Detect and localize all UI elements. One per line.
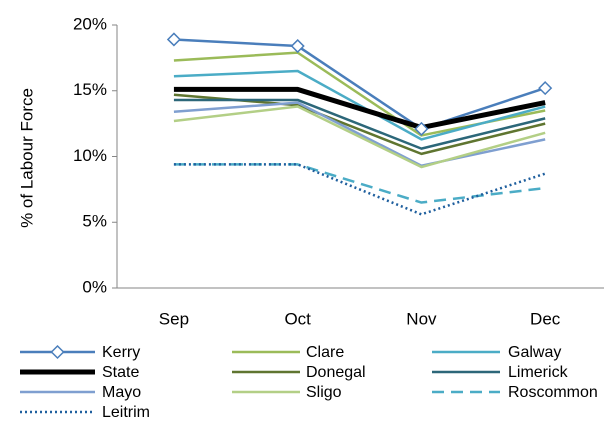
legend-label: Kerry [102, 344, 140, 361]
legend-label: Donegal [306, 364, 366, 381]
y-tick-label: 5% [82, 212, 107, 231]
series-line [173, 86, 546, 131]
series-line [173, 163, 546, 216]
legend-marker [50, 344, 65, 360]
legend-label: Galway [508, 344, 561, 361]
x-tick-label: Dec [530, 309, 561, 328]
y-tick-label: 10% [73, 146, 107, 165]
series-line [173, 69, 546, 141]
legend-label: Roscommon [508, 384, 598, 401]
x-tick-label: Sep [159, 309, 189, 328]
y-tick-label: 15% [73, 80, 107, 99]
data-marker [166, 32, 181, 47]
legend-label: State [102, 364, 139, 381]
y-tick-label: 0% [82, 277, 107, 296]
legend-label: Leitrim [102, 404, 150, 421]
legend-label: Sligo [306, 384, 342, 401]
legend-label: Clare [306, 344, 344, 361]
x-tick-label: Oct [284, 309, 311, 328]
x-tick-label: Nov [406, 309, 437, 328]
data-marker [290, 38, 305, 54]
y-tick-label: 20% [73, 14, 107, 33]
series-line [173, 38, 546, 131]
legend-label: Mayo [102, 384, 141, 401]
legend-label: Limerick [508, 364, 569, 381]
series-line [173, 163, 546, 204]
series-line [173, 105, 546, 169]
data-marker [414, 121, 429, 136]
series-line [173, 98, 546, 150]
series-line [173, 101, 546, 167]
y-axis-label: % of Labour Force [17, 88, 36, 228]
data-marker [538, 81, 553, 96]
